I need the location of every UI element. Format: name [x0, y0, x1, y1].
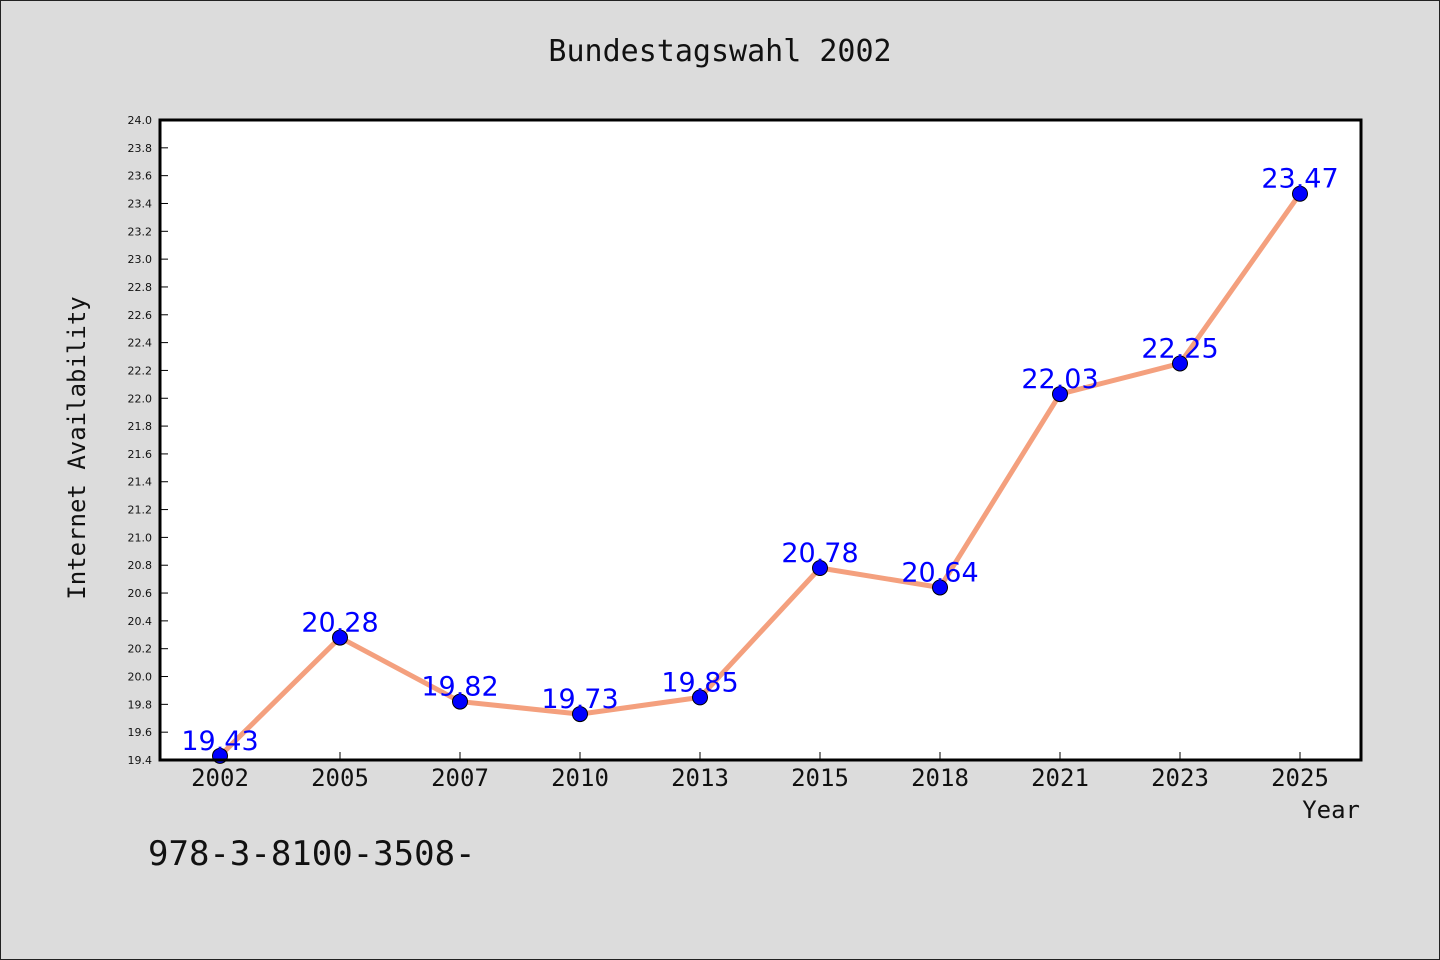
x-tick-label: 2007	[431, 764, 489, 792]
y-tick-label: 20.0	[128, 671, 153, 684]
y-tick-label: 22.6	[128, 309, 153, 322]
data-label: 20.64	[901, 557, 978, 588]
plot-area	[160, 120, 1361, 760]
data-point	[812, 560, 828, 576]
data-point	[932, 579, 948, 596]
x-tick-label: 2013	[671, 764, 729, 792]
x-tick-label: 2021	[1031, 764, 1089, 792]
data-point	[692, 689, 708, 706]
y-tick-label: 21.8	[128, 420, 153, 433]
data-label: 19.73	[541, 684, 618, 715]
x-tick-label: 2023	[1151, 764, 1209, 792]
x-axis-label: Year	[1302, 796, 1360, 824]
y-tick-label: 22.8	[128, 281, 153, 294]
x-tick-label: 2015	[791, 764, 849, 792]
y-tick-label: 21.4	[128, 476, 153, 489]
data-label: 19.43	[181, 726, 258, 757]
data-label: 20.28	[301, 608, 378, 639]
y-tick-label: 21.2	[128, 504, 153, 517]
x-tick-label: 2005	[311, 764, 369, 792]
y-tick-label: 23.0	[128, 253, 153, 266]
y-tick-label: 23.2	[128, 225, 153, 238]
data-point	[1292, 185, 1308, 202]
x-tick-label: 2025	[1271, 764, 1329, 792]
y-tick-label: 19.6	[128, 726, 153, 739]
y-tick-label: 22.0	[128, 392, 153, 405]
data-point	[1052, 386, 1068, 403]
series-line	[217, 191, 1303, 759]
data-label: 22.25	[1141, 333, 1218, 364]
data-point	[452, 693, 468, 710]
x-tick-label: 2018	[911, 764, 969, 792]
y-tick-label: 22.4	[128, 337, 153, 350]
y-tick-label: 19.8	[128, 698, 153, 711]
y-tick-label: 21.0	[128, 531, 153, 544]
data-point	[1172, 355, 1188, 372]
data-label: 19.85	[661, 667, 738, 698]
data-label: 20.78	[781, 538, 858, 569]
y-tick-label: 24.0	[128, 114, 153, 127]
y-tick-label: 23.6	[128, 170, 153, 183]
y-tick-label: 23.4	[128, 197, 153, 210]
y-tick-label: 20.6	[128, 587, 153, 600]
y-tick-label: 21.6	[128, 448, 153, 461]
y-tick-label: 23.8	[128, 142, 153, 155]
plot-border	[158, 118, 1363, 762]
y-tick-label: 20.2	[128, 643, 153, 656]
data-label: 19.82	[421, 672, 498, 703]
chart-title: Bundestagswahl 2002	[548, 34, 892, 69]
data-label: 23.47	[1261, 164, 1338, 195]
y-tick-label: 19.4	[128, 754, 153, 767]
y-tick-label: 20.4	[128, 615, 153, 628]
footnote-text: 978-3-8100-3508-	[148, 834, 476, 874]
data-point	[572, 706, 588, 723]
data-label: 22.03	[1021, 364, 1098, 395]
data-point	[332, 629, 348, 646]
y-tick-label: 20.8	[128, 559, 153, 572]
x-tick-label: 2010	[551, 764, 609, 792]
y-tick-label: 22.2	[128, 364, 153, 377]
x-tick-label: 2002	[191, 764, 249, 792]
